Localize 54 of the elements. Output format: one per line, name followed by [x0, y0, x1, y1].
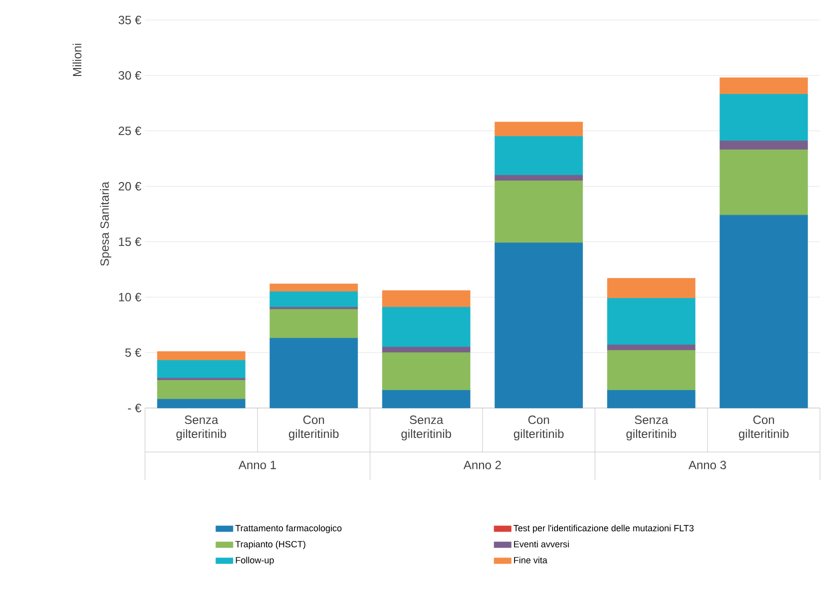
text: Anno 1 — [238, 460, 276, 470]
y-axis-title: Spesa Sanitaria — [100, 182, 112, 266]
y-tick-label: 20 € — [118, 182, 142, 191]
legend-label: Trapianto (HSCT) — [235, 540, 306, 550]
bar — [157, 378, 246, 380]
y-tick-label: 35 € — [118, 16, 142, 24]
legend-label: Test per l'identificazione delle mutazioni FLT3 — [514, 524, 694, 534]
bar — [270, 309, 358, 338]
text: Anno 2 — [464, 460, 501, 470]
x-tick-label: Con gilteritinib — [514, 416, 564, 440]
bar — [382, 290, 470, 308]
bar — [494, 242, 583, 408]
bar — [382, 306, 470, 348]
bar — [720, 94, 808, 142]
text: Anno 3 — [688, 460, 726, 470]
bar — [607, 298, 696, 346]
bar — [720, 77, 808, 94]
legend-label: Follow-up — [236, 556, 274, 566]
y-tick-label: 10 € — [119, 292, 142, 302]
bar — [382, 390, 470, 408]
y-tick-label: 15 € — [119, 237, 142, 246]
bar — [494, 122, 583, 137]
bar — [270, 284, 358, 292]
bar — [494, 136, 583, 176]
legend-label: Eventi avversi — [514, 540, 569, 548]
bar — [607, 390, 696, 408]
y-tick-label: - € — [128, 404, 142, 412]
y-tick-label: 5 € — [125, 348, 142, 357]
bar — [720, 214, 808, 408]
bar — [607, 350, 696, 390]
text: Milioni — [72, 44, 82, 76]
bar — [157, 398, 246, 408]
bar — [607, 278, 696, 298]
bar — [720, 140, 808, 150]
x-tick-label: Senza gilteritinib — [176, 416, 226, 440]
bar — [382, 352, 470, 390]
bar — [270, 291, 358, 308]
bar — [607, 344, 696, 351]
bar — [157, 351, 246, 361]
x-tick-label: Con gilteritinib — [288, 416, 339, 440]
x-tick-label: Senza gilteritinib — [626, 416, 676, 440]
legend-label: Trattamento farmacologico — [235, 524, 342, 534]
bar — [270, 338, 358, 408]
bar — [494, 175, 583, 181]
legend-label: Fine vita — [514, 556, 548, 564]
bar — [157, 380, 246, 400]
bar — [494, 180, 583, 244]
x-tick-label: Senza gilteritinib — [401, 416, 452, 440]
x-tick-label: Con gilteritinib — [738, 416, 789, 440]
bar — [382, 346, 470, 353]
bar — [720, 150, 808, 216]
bar — [157, 360, 246, 378]
y-tick-label: 25 € — [118, 126, 142, 136]
y-tick-label: 30 € — [118, 71, 142, 80]
